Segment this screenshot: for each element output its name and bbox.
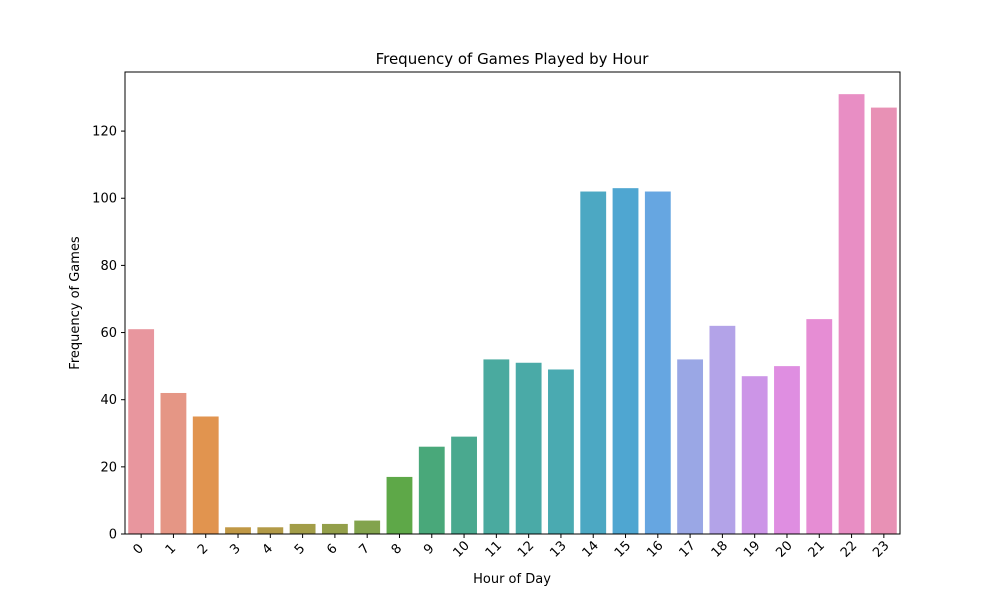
x-tick-label: 2 [195,541,211,557]
bar-hour-10 [451,436,477,534]
x-tick-label: 20 [773,538,795,560]
bar-hour-23 [870,107,897,534]
x-tick-label: 23 [870,538,892,560]
bar-hour-19 [741,376,768,534]
bar-hour-16 [644,191,671,534]
bar-hour-13 [548,369,574,534]
x-tick-label: 0 [130,541,146,557]
x-tick-label: 4 [260,541,276,557]
bar-hour-3 [225,527,251,534]
x-tick-label: 12 [515,538,537,560]
bar-hour-9 [418,446,445,534]
bar-hour-1 [160,392,187,534]
bar-hour-22 [838,94,865,534]
bar-hour-17 [677,359,704,534]
x-tick-label: 14 [580,538,602,560]
y-tick-label: 0 [109,528,117,543]
y-axis-label: Frequency of Games [68,236,83,370]
x-tick-label: 5 [292,541,308,557]
y-tick-label: 60 [100,326,117,341]
y-tick-label: 80 [100,259,117,274]
x-tick-label: 21 [806,538,828,560]
bar-hour-4 [257,527,284,534]
bar-hour-12 [515,362,542,534]
x-tick-label: 18 [709,538,731,560]
bar-hour-2 [192,416,219,534]
x-tick-label: 3 [227,541,243,557]
bar-hour-5 [289,523,316,534]
x-tick-label: 8 [389,541,405,557]
bar-hour-8 [386,476,413,534]
x-tick-label: 16 [644,538,666,560]
x-tick-label: 11 [483,538,505,560]
plot-frame [124,71,901,535]
x-tick-label: 10 [450,538,472,560]
y-tick-label: 20 [100,460,117,475]
x-tick-label: 13 [547,538,569,560]
x-tick-label: 6 [324,541,340,557]
bar-hour-15 [612,188,639,535]
bar-hour-6 [321,523,348,534]
bar-hour-20 [774,366,800,534]
bar-hour-11 [483,359,510,534]
x-tick-label: 19 [741,538,763,560]
x-tick-label: 15 [612,538,634,560]
bar-hour-7 [354,520,381,534]
bar-hour-18 [709,325,736,534]
bar-hour-21 [806,319,833,534]
y-tick-label: 100 [92,192,117,207]
x-tick-label: 9 [421,541,437,557]
y-tick-label: 120 [92,125,117,140]
bar-hour-14 [580,191,607,534]
x-axis-label: Hour of Day [473,572,551,587]
chart-title: Frequency of Games Played by Hour [376,50,650,68]
plot-area: 0 1 2 3 4 5 6 7 8 9 10 11 12 13 14 15 16 17 18 19 20 21 22 2302… [92,94,897,561]
x-tick-label: 22 [838,538,860,560]
x-tick-label: 7 [356,541,372,557]
x-tick-label: 17 [676,538,698,560]
x-tick-label: 1 [163,541,179,557]
y-tick-label: 40 [100,393,117,408]
bar-hour-0 [128,329,155,534]
